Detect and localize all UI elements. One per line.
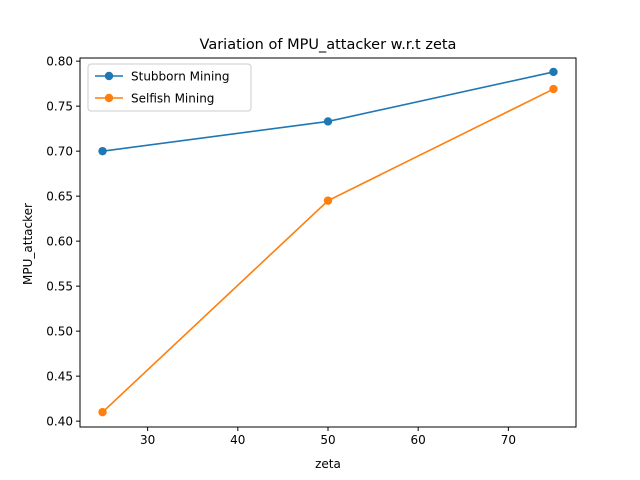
x-tick-label: 60 bbox=[411, 433, 426, 447]
y-tick-label: 0.50 bbox=[46, 324, 73, 338]
plot-marks bbox=[98, 67, 558, 417]
x-tick-label: 30 bbox=[140, 433, 155, 447]
legend: Stubborn Mining Selfish Mining bbox=[87, 63, 252, 112]
y-tick-label: 0.75 bbox=[46, 99, 73, 113]
x-tick-label: 70 bbox=[501, 433, 516, 447]
x-tick-label: 40 bbox=[230, 433, 245, 447]
chart-title: Variation of MPU_attacker w.r.t zeta bbox=[200, 37, 457, 53]
y-tick-label: 0.65 bbox=[46, 189, 73, 203]
x-axis-label: zeta bbox=[315, 457, 341, 471]
legend-box bbox=[87, 63, 252, 112]
legend-label-1: Selfish Mining bbox=[131, 92, 214, 106]
series-0-point-1 bbox=[323, 117, 333, 126]
legend-marker-1 bbox=[104, 93, 114, 103]
y-tick-label: 0.45 bbox=[46, 369, 73, 383]
y-tick-label: 0.80 bbox=[46, 54, 73, 68]
y-axis-label: MPU_attacker bbox=[21, 203, 35, 285]
y-tick-label: 0.60 bbox=[46, 234, 73, 248]
legend-label-0: Stubborn Mining bbox=[131, 70, 230, 84]
y-tick-label: 0.55 bbox=[46, 279, 73, 293]
series-1-point-0 bbox=[98, 407, 107, 417]
x-tick-label: 50 bbox=[320, 433, 335, 447]
series-1-point-2 bbox=[549, 84, 558, 94]
series-0-point-2 bbox=[549, 67, 558, 77]
axes: 30 40 50 60 70 0.40 0.45 0.50 0.55 0.60 0.65 0.70 0.… bbox=[46, 54, 577, 447]
legend-marker-0 bbox=[104, 71, 114, 81]
series-1-point-1 bbox=[323, 196, 333, 205]
y-tick-label: 0.40 bbox=[46, 414, 73, 428]
series-0-point-0 bbox=[98, 146, 107, 156]
y-tick-label: 0.70 bbox=[46, 144, 73, 158]
